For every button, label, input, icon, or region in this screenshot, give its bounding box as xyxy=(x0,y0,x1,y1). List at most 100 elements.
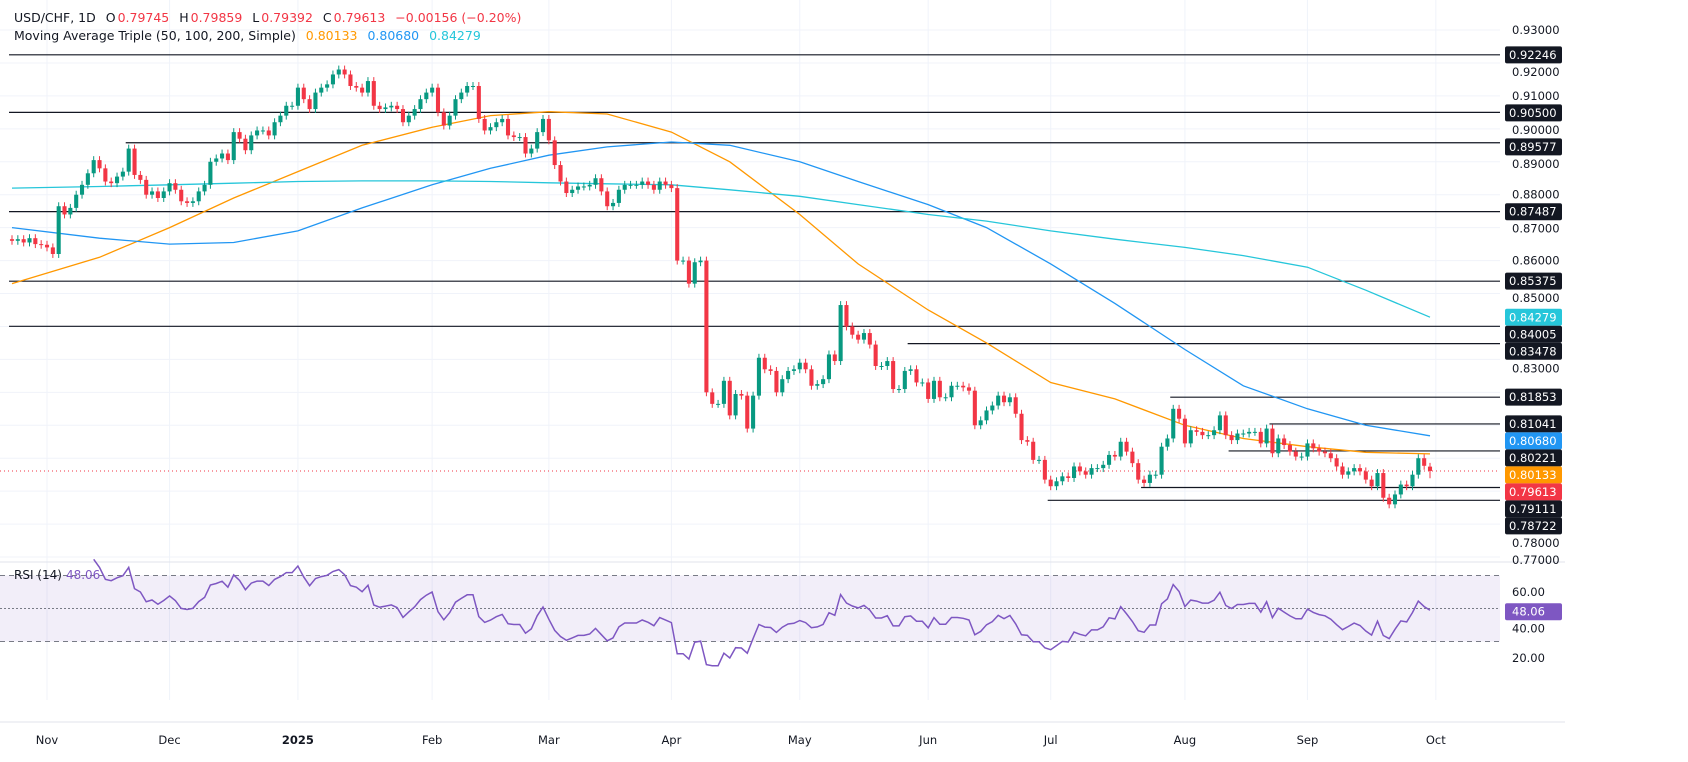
price-tick-label: 0.90000 xyxy=(1512,123,1560,137)
candle-body xyxy=(1346,471,1351,475)
candle-body xyxy=(1404,484,1409,487)
candle-body xyxy=(628,184,633,186)
candle-body xyxy=(1223,415,1228,436)
price-tick-label: 0.83000 xyxy=(1512,361,1560,375)
time-tick-label: Mar xyxy=(538,733,560,747)
time-tick-label: Sep xyxy=(1297,733,1319,747)
candle-body xyxy=(1398,484,1403,495)
candle-body xyxy=(896,389,902,391)
candle-body xyxy=(1007,397,1012,403)
price-label-box xyxy=(1505,466,1562,484)
moving-average-line xyxy=(11,141,1431,437)
candle-body xyxy=(570,189,575,194)
price-axis[interactable]: 0.93000 0.92246 0.92000 0.91000 0.90500 0.900… xyxy=(1505,23,1562,665)
candle-body xyxy=(558,165,563,182)
close-value: 0.79613 xyxy=(333,10,386,25)
rsi-value: 48.06 xyxy=(65,568,101,582)
candle-body xyxy=(1381,473,1386,498)
candle-body xyxy=(231,132,236,161)
candle-body xyxy=(406,115,411,123)
price-label-box xyxy=(1505,46,1562,64)
candle-body xyxy=(733,393,738,416)
candle-body xyxy=(430,87,435,93)
candle-body xyxy=(727,380,732,416)
candle-body xyxy=(710,392,715,404)
candle-body xyxy=(1387,497,1392,505)
candle-body xyxy=(943,397,948,399)
candle-body xyxy=(1416,458,1421,475)
candle-body xyxy=(155,191,160,198)
price-label-box xyxy=(1505,325,1562,343)
candle-body xyxy=(120,171,125,177)
candle-body xyxy=(488,127,493,131)
time-tick-label: Jul xyxy=(1043,733,1058,747)
candle-body xyxy=(902,370,907,390)
candle-body xyxy=(453,99,458,116)
candle-body xyxy=(418,99,423,110)
price-label-box xyxy=(1505,432,1562,450)
ohlc-legend: USD/CHF, 1D O 0.79745 H 0.79859 L 0.79392 C… xyxy=(14,10,523,25)
candle-body xyxy=(885,361,890,366)
ma-title[interactable]: Moving Average Triple (50, 100, 200, Sim… xyxy=(14,28,296,43)
price-tick-label: 0.92000 xyxy=(1512,65,1560,79)
price-tick-label: 0.78000 xyxy=(1512,536,1560,550)
ma200-value: 0.84279 xyxy=(429,28,481,43)
time-axis[interactable]: Nov Dec 2025 Feb Mar Apr May Jun Jul Aug Sep Oct xyxy=(36,733,1446,747)
candle-body xyxy=(751,395,756,429)
candle-body xyxy=(354,85,359,88)
candle-body xyxy=(301,87,306,100)
rsi-value-text: 48.06 xyxy=(1512,605,1545,619)
time-tick-label: Feb xyxy=(422,733,442,747)
price-label-text: 0.80680 xyxy=(1509,434,1557,448)
symbol-label[interactable]: USD/CHF, 1D xyxy=(14,10,96,25)
candle-body xyxy=(237,132,242,139)
candle-body xyxy=(1165,438,1170,447)
candle-body xyxy=(984,410,989,421)
candle-body xyxy=(1001,395,1007,403)
candle-body xyxy=(931,380,937,399)
candle-body xyxy=(1101,464,1106,469)
ma100-value: 0.80680 xyxy=(367,28,420,43)
candle-body xyxy=(1206,435,1211,437)
candle-body xyxy=(768,369,773,371)
candle-body xyxy=(879,365,884,367)
candle-body xyxy=(1054,481,1059,487)
candle-body xyxy=(494,122,499,128)
candle-body xyxy=(955,385,960,387)
price-label-box xyxy=(1505,388,1562,406)
candle-body xyxy=(1171,408,1176,439)
candle-body xyxy=(465,85,470,93)
candle-body xyxy=(161,191,166,198)
candle-body xyxy=(1019,413,1024,441)
candle-body xyxy=(961,385,966,388)
candle-body xyxy=(1427,466,1433,471)
rsi-title[interactable]: RSI (14) xyxy=(14,568,62,582)
candle-body xyxy=(616,189,621,203)
candle-body xyxy=(698,260,703,263)
candle-body xyxy=(745,395,750,429)
candle-body xyxy=(826,354,831,380)
candle-body xyxy=(675,188,680,261)
rsi-tick-label: 20.00 xyxy=(1512,651,1545,665)
price-label-text: 0.79613 xyxy=(1509,485,1557,499)
candle-body xyxy=(330,74,335,85)
price-tick-label: 0.93000 xyxy=(1512,23,1560,37)
candle-body xyxy=(1258,431,1263,444)
candle-body xyxy=(856,334,861,340)
candle-body xyxy=(348,74,353,86)
candle-body xyxy=(716,403,721,405)
candle-body xyxy=(797,362,802,370)
candle-body xyxy=(412,109,417,116)
high-label: H xyxy=(179,10,189,25)
candle-body xyxy=(1071,466,1077,478)
price-label-box xyxy=(1505,483,1562,501)
candle-body xyxy=(249,135,254,151)
candle-body xyxy=(1182,418,1187,444)
candle-body xyxy=(605,191,610,207)
candle-body xyxy=(1322,451,1328,454)
price-label-text: 0.80221 xyxy=(1509,451,1557,465)
rsi-legend: RSI (14) 48.06 xyxy=(14,568,100,582)
candle-body xyxy=(1363,471,1368,480)
candle-body xyxy=(39,244,44,246)
